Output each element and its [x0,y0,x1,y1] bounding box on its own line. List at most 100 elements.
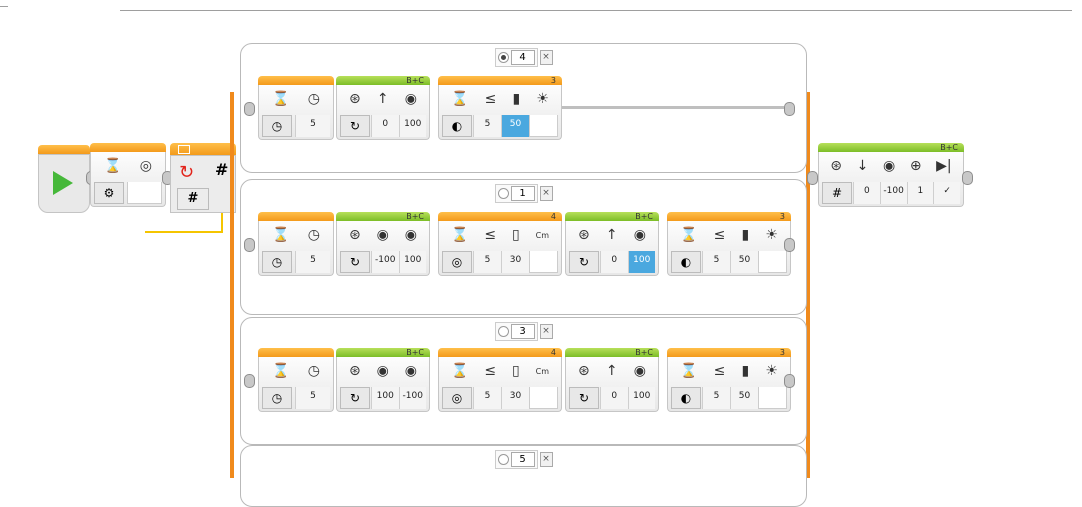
wait-ultrasonic-block[interactable]: 4 ⌛ ≤ ▯ Cm ◎ 5 30 [438,348,562,412]
default-case-radio[interactable] [497,454,509,465]
right-power-param[interactable]: -100 [398,387,426,409]
threshold-param[interactable]: 50 [730,251,758,273]
default-case-radio[interactable] [497,188,509,199]
wait-brick-button-block[interactable]: ⌛ ◎ ⚙ [90,143,166,207]
mode-selector[interactable]: ◐ [671,387,701,409]
compare-type-param[interactable]: 5 [473,251,501,273]
left-power-param[interactable]: -100 [371,251,399,273]
threshold-param[interactable]: 50 [730,387,758,409]
port-label[interactable]: 3 [779,348,785,357]
mode-selector[interactable]: ◎ [442,387,472,409]
port-label[interactable]: 3 [779,212,785,221]
threshold-icon: ▯ [511,363,520,379]
seconds-param[interactable]: 5 [295,387,330,409]
seconds-param[interactable]: 5 [295,251,330,273]
power-param[interactable]: 100 [398,115,426,137]
sequence-plug [962,171,973,185]
move-tank-block[interactable]: B+C ⊛ ◉ ◉ ↻ 100 -100 [336,348,430,412]
mode-selector[interactable]: ◷ [262,115,292,137]
mode-selector[interactable]: ↻ [340,115,370,137]
seconds-param[interactable]: 5 [295,115,330,137]
mode-selector[interactable]: ◷ [262,387,292,409]
threshold-param[interactable]: 30 [501,387,529,409]
mode-selector[interactable]: ↻ [569,251,599,273]
default-case-radio[interactable] [497,326,509,337]
compare-type-param[interactable]: 5 [702,387,730,409]
case-value[interactable]: 5 [510,452,535,467]
mode-selector[interactable]: # [822,182,852,204]
wait-time-block[interactable]: ⌛ ◷ ◷ 5 [258,212,334,276]
play-icon[interactable] [53,171,73,195]
port-label[interactable]: B+C [940,143,958,152]
timer-icon: ◷ [307,91,320,107]
case-value[interactable]: 1 [510,186,535,201]
loop-mode-selector[interactable]: # [177,188,209,210]
threshold-icon: ▮ [512,91,521,107]
light-icon: ☀ [765,363,778,379]
wait-time-block[interactable]: ⌛ ◷ ◷ 5 [258,348,334,412]
left-power-param[interactable]: 100 [371,387,399,409]
steering-param[interactable]: 0 [600,251,628,273]
wait-color-block[interactable]: 3 ⌛ ≤ ▮ ☀ ◐ 5 50 [438,76,562,140]
mode-selector[interactable]: ⚙ [94,182,124,204]
sequence-plug [784,102,795,116]
port-label[interactable]: 4 [550,348,556,357]
brake-check-param[interactable]: ✓ [933,182,960,204]
loop-block[interactable]: ↻ # # [170,143,236,213]
wait-color-block[interactable]: 3 ⌛ ≤ ▮ ☀ ◐ 5 50 [667,348,791,412]
threshold-param[interactable]: 30 [501,251,529,273]
move-tank-block[interactable]: B+C ⊛ ◉ ◉ ↻ -100 100 [336,212,430,276]
arrow-up-icon: ↑ [376,91,389,107]
program-start-block[interactable] [38,145,90,213]
port-label[interactable]: B+C [406,212,424,221]
mode-selector[interactable]: ↻ [569,387,599,409]
mode-selector[interactable]: ◷ [262,251,292,273]
move-steering-block[interactable]: B+C ⊛ ↑ ◉ ↻ 0 100 [565,348,659,412]
move-steering-block[interactable]: B+C ⊛ ↑ ◉ ↻ 0 100 [336,76,430,140]
right-power-icon: ◉ [404,363,418,379]
case-value[interactable]: 4 [510,50,535,65]
wait-color-block[interactable]: 3 ⌛ ≤ ▮ ☀ ◐ 5 50 [667,212,791,276]
sequence-wire [562,106,784,109]
wait-ultrasonic-block[interactable]: 4 ⌛ ≤ ▯ Cm ◎ 5 30 [438,212,562,276]
port-label[interactable]: 3 [550,76,556,85]
mode-selector[interactable]: ↻ [340,251,370,273]
remove-case-button[interactable]: × [539,452,553,467]
steering-param[interactable]: 0 [371,115,399,137]
rotations-icon: ⊕ [909,158,922,174]
power-param[interactable]: -100 [879,182,907,204]
compare-type-param[interactable]: 5 [473,115,501,137]
sequence-plug [244,374,255,388]
steering-param[interactable]: 0 [600,387,628,409]
remove-case-button[interactable]: × [539,50,553,65]
rotations-param[interactable]: 1 [906,182,934,204]
remove-case-button[interactable]: × [539,186,553,201]
port-label[interactable]: 4 [550,212,556,221]
compare-icon: ≤ [484,91,497,107]
power-param[interactable]: 100 [627,387,655,409]
right-power-param[interactable]: 100 [398,251,426,273]
remove-case-button[interactable]: × [539,324,553,339]
move-steering-rotations-block[interactable]: B+C ⊛ ↓ ◉ ⊕ ▶| # 0 -100 1 ✓ [818,143,964,207]
port-label[interactable]: B+C [406,348,424,357]
default-case-radio[interactable] [497,52,509,63]
case-value[interactable]: 3 [510,324,535,339]
move-steering-block[interactable]: B+C ⊛ ↑ ◉ ↻ 0 100 [565,212,659,276]
mode-selector[interactable]: ◐ [671,251,701,273]
compare-icon: ≤ [484,363,497,379]
compare-type-param[interactable]: 5 [702,251,730,273]
power-param[interactable]: 100 [627,251,655,273]
tank-icon: ⊛ [348,363,361,379]
compare-type-param[interactable]: 5 [473,387,501,409]
switch-case-5[interactable]: 5 × [240,445,807,507]
light-icon: ☀ [765,227,778,243]
mode-selector[interactable]: ◐ [442,115,472,137]
port-label[interactable]: B+C [406,76,424,85]
wait-time-block[interactable]: ⌛ ◷ ◷ 5 [258,76,334,140]
mode-selector[interactable]: ◎ [442,251,472,273]
mode-selector[interactable]: ↻ [340,387,370,409]
port-label[interactable]: B+C [635,212,653,221]
steering-param[interactable]: 0 [853,182,880,204]
port-label[interactable]: B+C [635,348,653,357]
threshold-param[interactable]: 50 [501,115,529,137]
